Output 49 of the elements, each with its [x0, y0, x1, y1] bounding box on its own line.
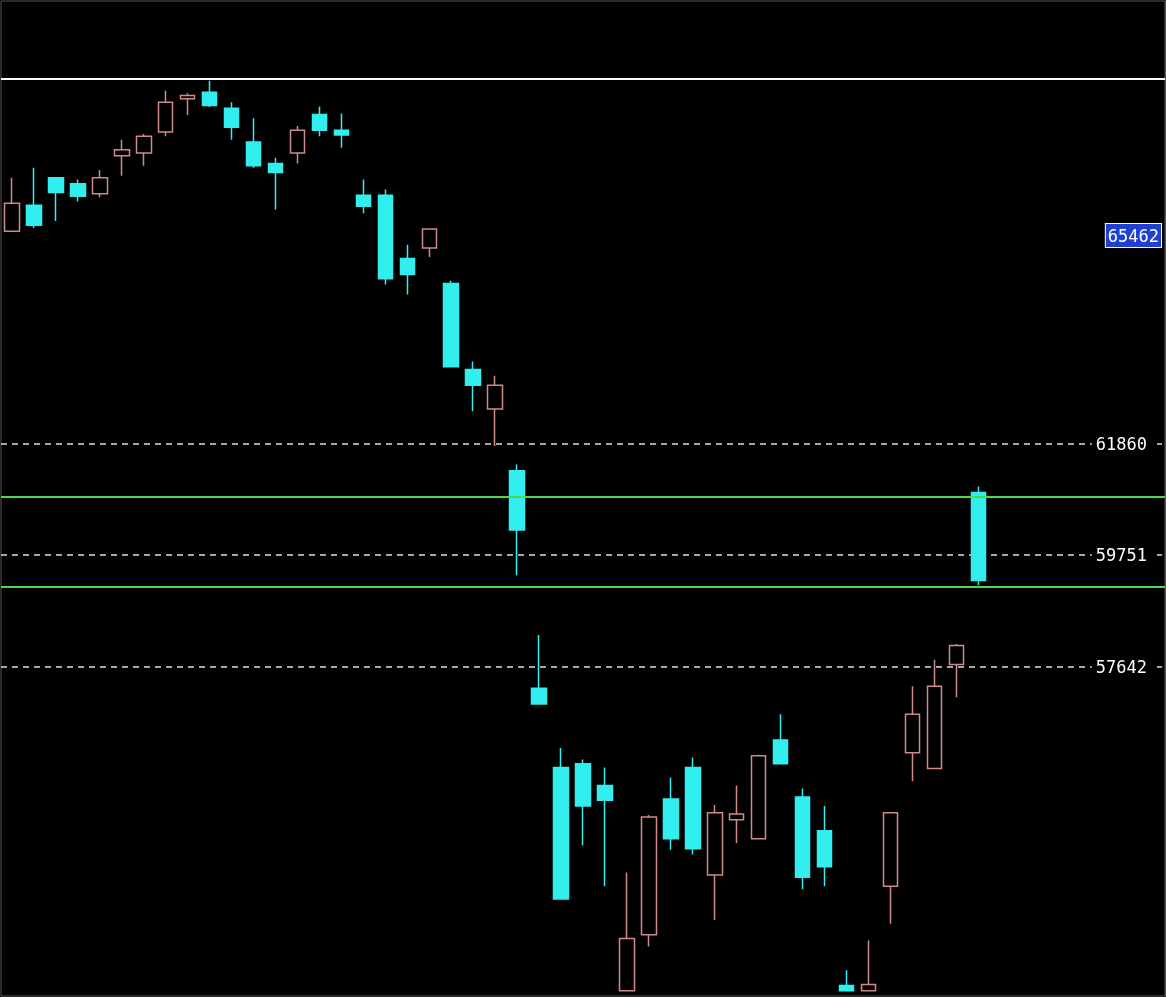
candlestick — [421, 228, 438, 258]
candlestick — [157, 89, 174, 137]
annotation: 65462 — [1107, 225, 1160, 246]
candlestick — [355, 178, 372, 214]
candlestick — [508, 463, 526, 577]
candlestick — [728, 784, 745, 844]
y-tick-label: 57642 — [1095, 656, 1147, 677]
candlestick — [970, 485, 987, 587]
candlestick — [772, 713, 789, 766]
candlestick — [113, 139, 131, 177]
y-tick-label: 61860 — [1095, 433, 1147, 454]
candlestick — [311, 105, 328, 137]
candlestick — [596, 766, 614, 887]
candlestick — [552, 747, 570, 900]
y-tick-label: 59751 — [1095, 545, 1147, 566]
candlestick — [69, 178, 87, 203]
candlestick — [267, 157, 284, 211]
candlestick — [882, 812, 899, 925]
candlestick — [640, 814, 658, 948]
candlestick — [333, 112, 350, 149]
candlestick — [794, 787, 811, 891]
candlestick — [816, 805, 833, 887]
candlestick — [464, 360, 482, 412]
candlestick — [3, 177, 21, 232]
candlestick — [662, 776, 680, 851]
candlestick — [926, 659, 943, 770]
candlestick — [399, 244, 416, 296]
candlestick — [47, 177, 65, 222]
candlestick — [948, 643, 965, 698]
candlestick — [223, 101, 240, 141]
candlestick — [442, 280, 460, 368]
candlestick — [706, 804, 724, 921]
candlestick — [245, 117, 262, 169]
candlestick — [135, 133, 153, 167]
candlestick — [201, 79, 218, 108]
candlestick — [618, 871, 636, 992]
candlestick — [684, 756, 702, 856]
candlestick — [750, 754, 767, 840]
candlestick — [25, 167, 43, 229]
candlestick — [530, 634, 548, 705]
candlestick — [289, 125, 306, 165]
candlestick — [179, 92, 196, 116]
candlestick — [860, 939, 877, 992]
candlestick — [574, 758, 592, 847]
candlestick — [838, 969, 855, 992]
candlestick — [486, 375, 504, 447]
candlestick — [377, 188, 394, 286]
candlestick — [91, 169, 109, 199]
candlestick — [904, 685, 921, 782]
